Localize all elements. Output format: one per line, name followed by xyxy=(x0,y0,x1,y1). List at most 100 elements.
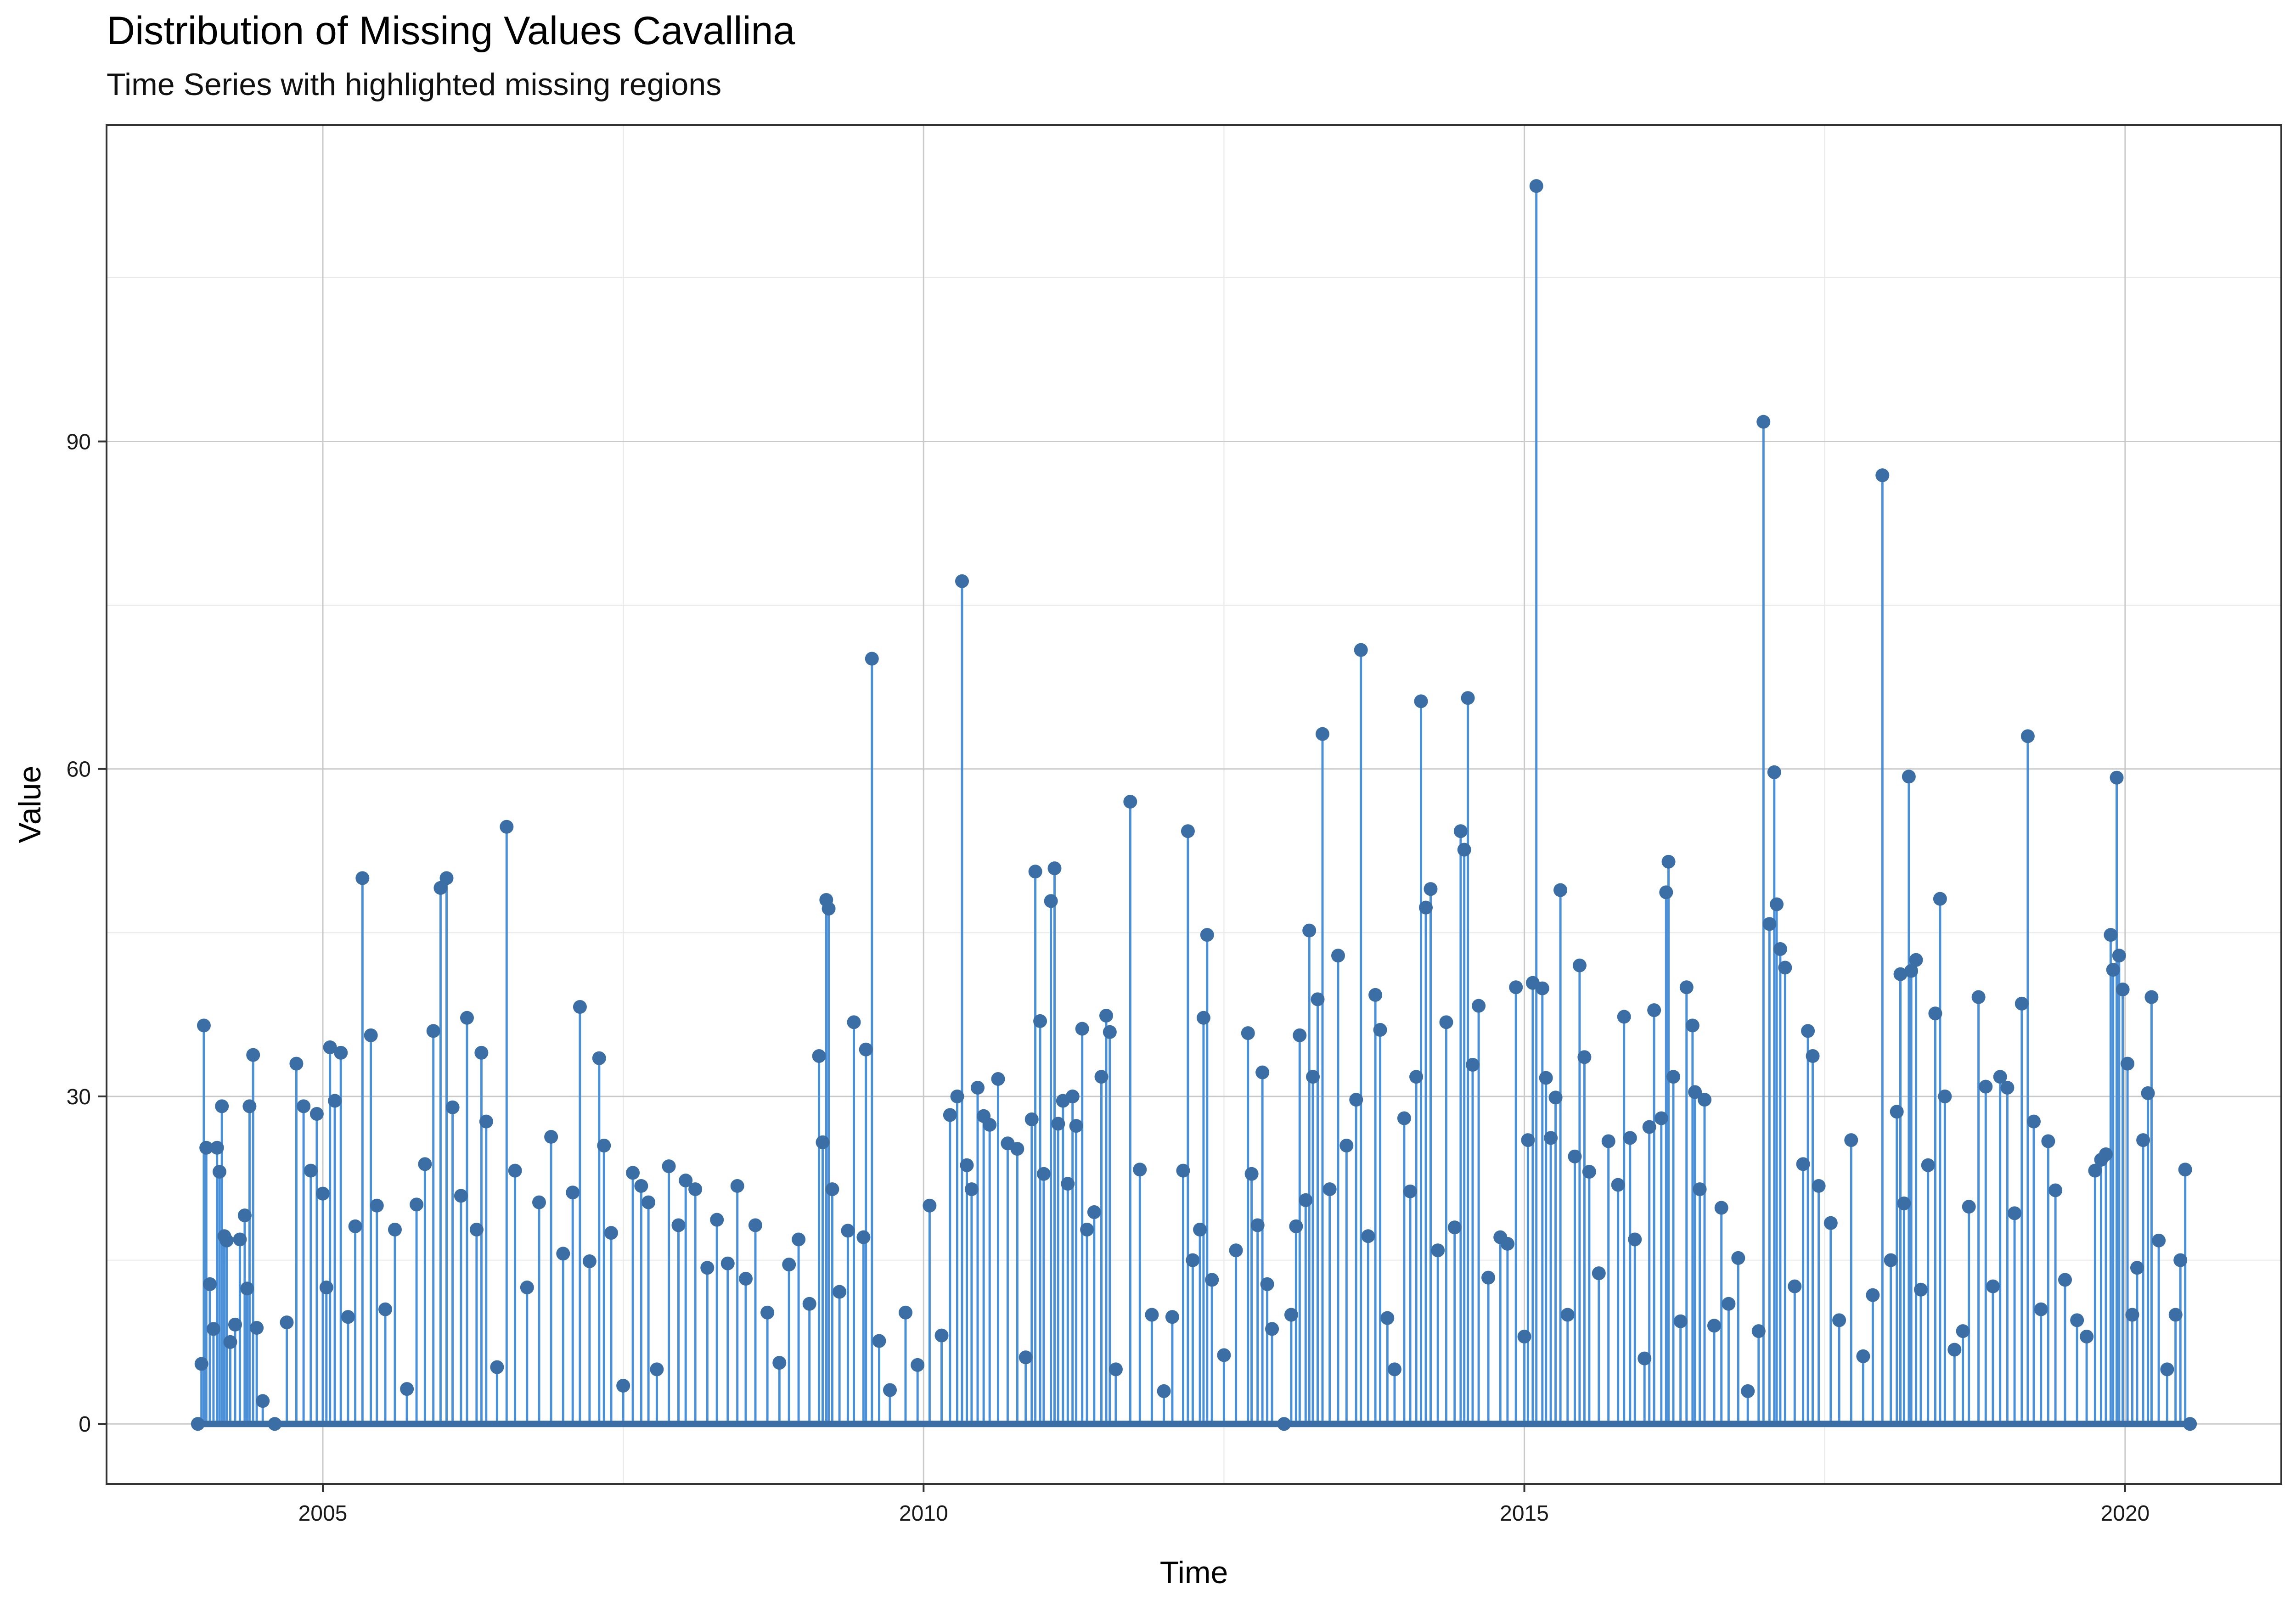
data-point xyxy=(1535,981,1549,995)
data-point xyxy=(1431,1243,1445,1258)
data-point xyxy=(1047,861,1062,876)
data-point xyxy=(816,1135,830,1149)
data-point xyxy=(872,1334,886,1348)
data-point xyxy=(1133,1163,1147,1177)
data-point xyxy=(1196,1011,1210,1025)
data-point xyxy=(1010,1142,1024,1156)
data-point xyxy=(883,1383,897,1397)
data-point xyxy=(1986,1279,2000,1293)
data-point xyxy=(2041,1134,2055,1148)
data-point xyxy=(388,1223,402,1237)
data-point xyxy=(199,1141,214,1155)
data-point xyxy=(650,1362,664,1377)
data-point xyxy=(1722,1297,1736,1311)
data-point xyxy=(1947,1343,1962,1357)
data-point xyxy=(991,1072,1005,1086)
data-point xyxy=(597,1138,611,1152)
data-point xyxy=(865,652,879,666)
data-point xyxy=(1714,1201,1728,1215)
data-point xyxy=(1812,1179,1826,1193)
data-point xyxy=(671,1218,686,1232)
data-point xyxy=(2116,982,2130,996)
data-point xyxy=(1548,1090,1563,1105)
data-point xyxy=(1642,1120,1656,1134)
data-point xyxy=(1241,1026,1255,1040)
data-point xyxy=(1447,1220,1462,1235)
data-point xyxy=(1801,1024,1815,1038)
data-point xyxy=(212,1165,226,1179)
data-point xyxy=(2112,949,2126,963)
data-point xyxy=(1186,1253,1200,1267)
data-point xyxy=(983,1118,997,1132)
data-point xyxy=(319,1281,333,1295)
data-point xyxy=(1424,882,1438,896)
data-point xyxy=(1250,1218,1265,1232)
data-point xyxy=(1361,1229,1375,1243)
data-point xyxy=(1306,1070,1320,1084)
data-point xyxy=(1956,1324,1970,1338)
data-point xyxy=(315,1186,330,1201)
data-point xyxy=(1544,1131,1558,1145)
data-point xyxy=(1453,824,1468,838)
data-point xyxy=(1698,1093,1712,1107)
data-point xyxy=(1373,1023,1387,1037)
y-tick-label: 30 xyxy=(67,1085,91,1109)
data-point xyxy=(1679,980,1694,995)
data-point xyxy=(237,1208,252,1223)
data-point xyxy=(1582,1165,1596,1179)
data-point xyxy=(2160,1362,2174,1377)
data-point xyxy=(1921,1158,1935,1172)
data-point xyxy=(710,1213,724,1227)
data-point xyxy=(2000,1080,2015,1095)
data-point xyxy=(1685,1018,1699,1033)
data-point xyxy=(1796,1157,1810,1171)
data-point xyxy=(1217,1348,1231,1362)
data-point xyxy=(2026,1114,2041,1129)
data-point xyxy=(1176,1163,1190,1178)
data-point xyxy=(2110,770,2124,785)
data-point xyxy=(1806,1049,1820,1063)
data-point xyxy=(1293,1028,1307,1042)
data-point xyxy=(1659,885,1673,899)
data-point xyxy=(1080,1223,1094,1237)
data-point xyxy=(1778,961,1792,975)
data-point xyxy=(899,1305,913,1320)
data-point xyxy=(833,1285,847,1299)
data-point xyxy=(748,1218,762,1232)
data-point xyxy=(1866,1288,1880,1302)
data-point xyxy=(1500,1236,1514,1251)
data-point xyxy=(2152,1233,2166,1247)
data-point xyxy=(1028,865,1042,879)
data-point xyxy=(1577,1050,1592,1064)
data-point xyxy=(950,1089,964,1103)
data-point xyxy=(1036,1167,1051,1181)
data-point xyxy=(2183,1417,2197,1431)
data-point xyxy=(792,1232,806,1247)
data-point xyxy=(2121,1056,2135,1071)
data-point xyxy=(1993,1070,2007,1084)
data-point xyxy=(1418,900,1433,915)
x-tick-label: 2005 xyxy=(298,1501,348,1526)
data-point xyxy=(616,1379,630,1393)
data-point xyxy=(1033,1014,1047,1028)
data-point xyxy=(1962,1200,1976,1214)
data-point xyxy=(1165,1310,1179,1324)
data-point xyxy=(1509,980,1523,995)
data-point xyxy=(194,1357,208,1371)
data-point xyxy=(1466,1058,1480,1072)
data-point xyxy=(760,1305,775,1320)
data-point xyxy=(1145,1308,1159,1322)
data-point xyxy=(1061,1177,1075,1191)
data-point xyxy=(1387,1362,1401,1377)
data-point xyxy=(1933,892,1947,906)
x-tick-label: 2020 xyxy=(2100,1501,2150,1526)
data-point xyxy=(1673,1314,1688,1328)
data-point xyxy=(1521,1133,1535,1147)
data-point xyxy=(1123,795,1137,809)
data-point xyxy=(348,1219,362,1233)
data-point xyxy=(289,1056,304,1071)
data-point xyxy=(246,1048,260,1062)
data-point xyxy=(191,1417,205,1431)
data-point xyxy=(490,1360,504,1374)
data-point xyxy=(508,1163,522,1178)
